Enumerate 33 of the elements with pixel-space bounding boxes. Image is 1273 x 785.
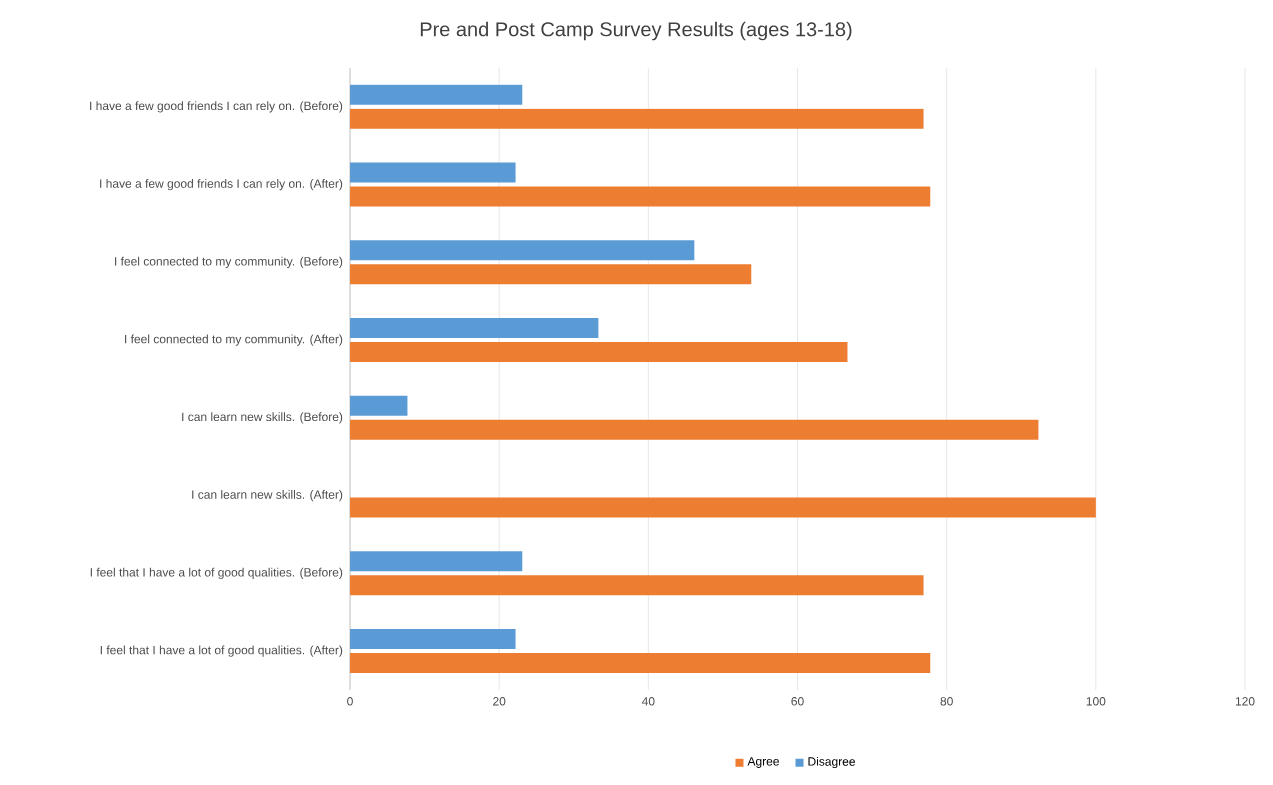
y-tick-label: I have a few good friends I can rely on. (Before) [90,101,343,113]
legend-label: Disagree [808,756,855,769]
x-tick-label: 100 [1086,697,1106,706]
x-tick-label: 0 [347,697,353,706]
bar [350,395,408,416]
bar [350,653,931,674]
y-tick-label: I feel that I have a lot of good qualities. (Before) [90,567,343,579]
bar [350,84,523,105]
bar [350,342,848,363]
chart-title: Pre and Post Camp Survey Results (ages 13-18) [420,21,852,41]
bar [350,186,931,207]
x-tick-label: 60 [791,697,804,706]
y-tick-label: I feel connected to my community. (Before) [115,256,343,268]
x-tick-label: 20 [493,697,506,706]
bar [350,318,599,339]
x-tick-label: 80 [940,697,953,706]
x-tick-label: 40 [641,697,655,706]
bar [350,497,1096,518]
y-tick-label: I can learn new skills. (After) [192,490,343,502]
bar [350,264,752,285]
y-tick-label: I have a few good friends I can rely on. (After) [100,179,343,191]
bar [350,575,924,596]
y-tick-label: I feel that I have a lot of good qualities. (After) [100,645,343,657]
x-tick-label: 120 [1235,697,1255,706]
y-tick-label: I can learn new skills. (Before) [182,412,343,424]
legend-label: Agree [747,757,779,768]
bar [350,551,523,572]
bar [350,629,516,650]
bar [350,108,924,129]
bar [350,240,695,261]
bar [350,419,1039,440]
y-tick-label: I feel connected to my community. (After) [125,334,343,346]
bar [350,162,516,183]
